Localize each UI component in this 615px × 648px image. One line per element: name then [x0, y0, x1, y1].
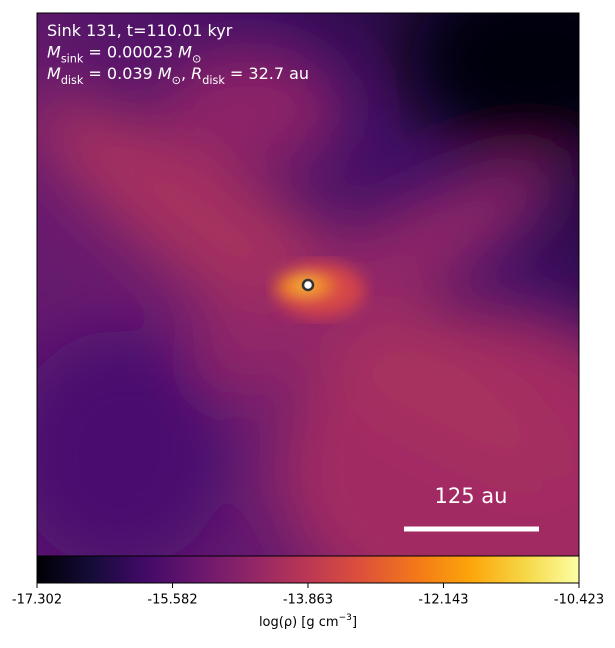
tick-label: -10.423: [554, 593, 604, 608]
text-segment: log(ρ) [g cm: [259, 615, 339, 630]
subscript: ⊙: [172, 74, 181, 87]
annotation-line: Mdisk​ = 0.039 M⊙​, Rdisk​ = 32.7 au: [47, 64, 309, 87]
superscript: −3: [339, 613, 353, 623]
colorbar-axis: -17.302 -15.582 -13.863 -12.143 -10.423: [12, 583, 604, 608]
density-map: [37, 13, 579, 556]
scale-bar-label: 125 au: [435, 484, 508, 508]
text-segment: M: [178, 42, 192, 61]
text-segment: Sink 131, t=110.01 kyr: [47, 21, 233, 40]
subscript: ⊙: [192, 52, 201, 65]
text-segment: R: [191, 64, 202, 83]
text-segment: M: [158, 64, 172, 83]
text-segment: = 0.00023: [83, 42, 178, 61]
colorbar: [36, 555, 580, 584]
tick-label: -12.143: [418, 593, 468, 608]
text-segment: ]: [352, 615, 357, 630]
tick-label: -15.582: [147, 593, 197, 608]
subscript: sink: [61, 52, 84, 65]
text-segment: M: [47, 42, 61, 61]
text-segment: ,: [181, 64, 191, 83]
annotation-line: Msink​ = 0.00023 M⊙​: [47, 42, 201, 65]
annotation-line: Sink 131, t=110.01 kyr: [47, 21, 233, 40]
tick-label: -13.863: [283, 593, 333, 608]
tick-label: -17.302: [12, 593, 62, 608]
text-segment: M: [47, 64, 61, 83]
annotations: Sink 131, t=110.01 kyr Msink​ = 0.00023 M…: [47, 21, 309, 87]
text-segment: = 32.7 au: [225, 64, 309, 83]
sink-marker: [301, 278, 315, 292]
subscript: disk: [202, 74, 225, 87]
text-segment: = 0.039: [83, 64, 157, 83]
subscript: disk: [61, 74, 84, 87]
colorbar-label: log(ρ) [g cm−3​]: [259, 613, 357, 630]
